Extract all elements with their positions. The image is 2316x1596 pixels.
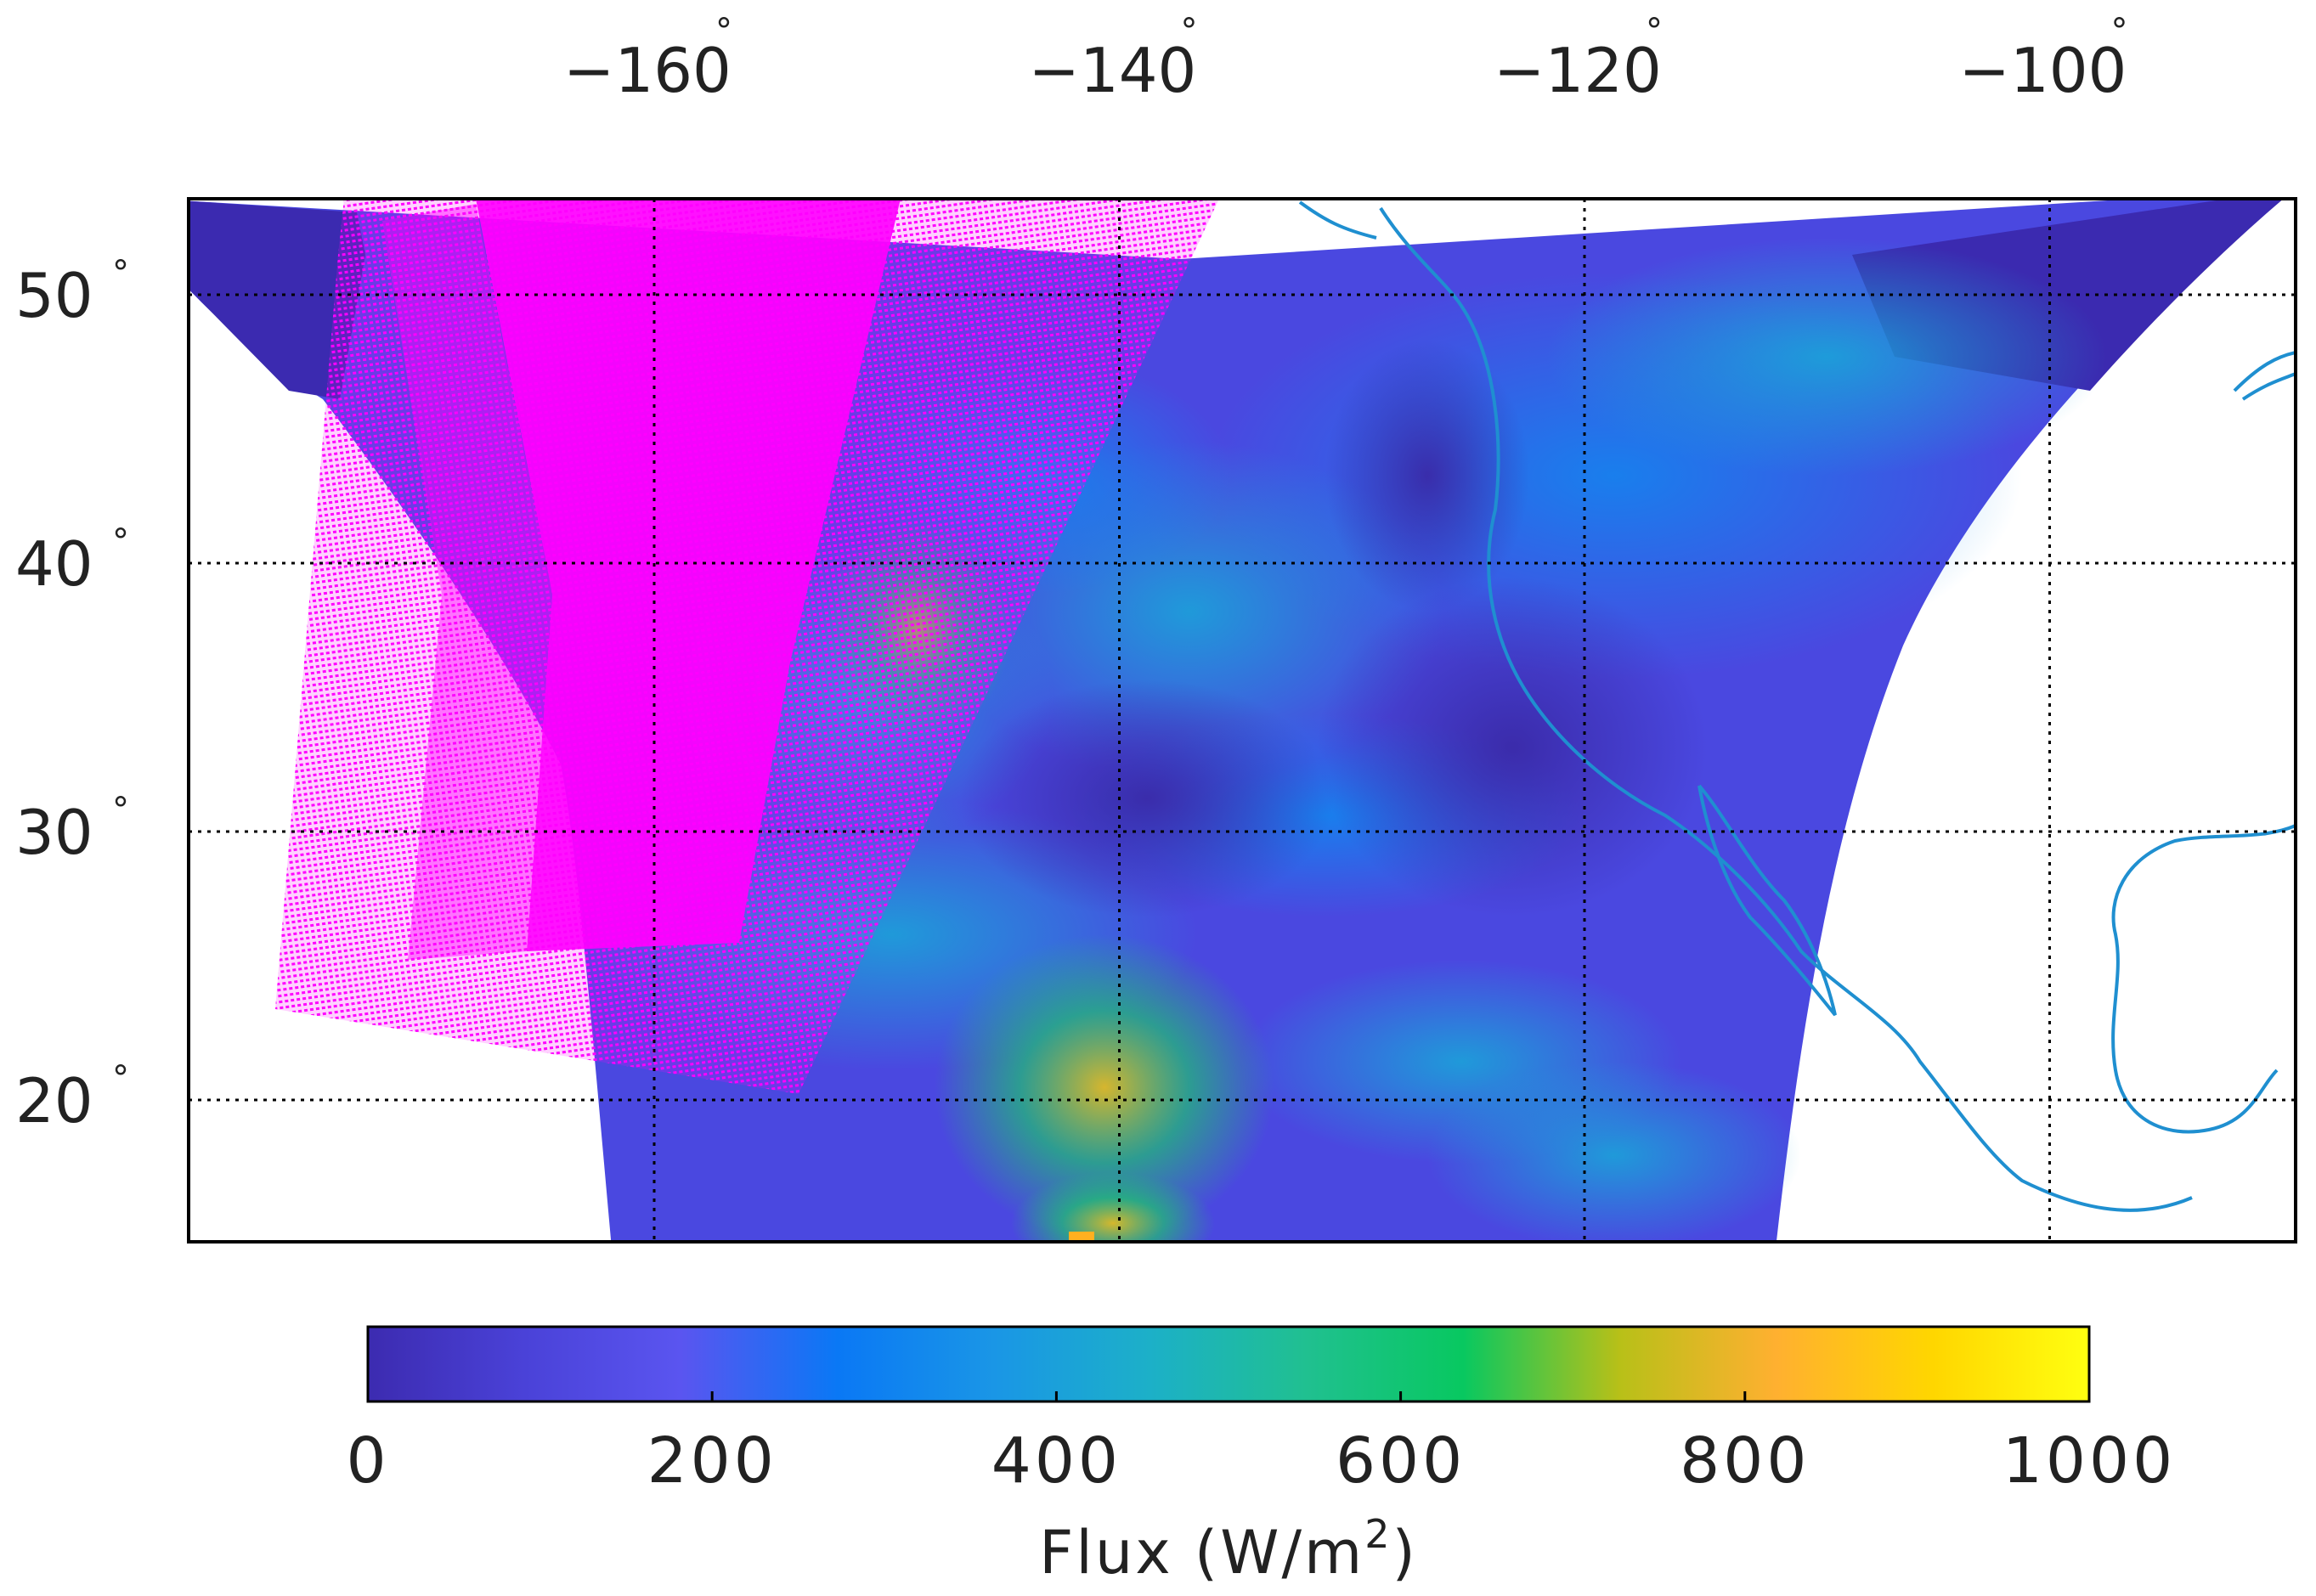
longitude-labels: −160°−140°−120°−100° <box>563 12 2127 106</box>
longitude-tick-label: −160 <box>563 35 732 106</box>
colorbar-tick-label: 400 <box>991 1424 1121 1497</box>
dark-clear-sky <box>1325 340 1529 612</box>
coastlines <box>1298 200 2296 1212</box>
degree-symbol: ° <box>112 254 129 293</box>
degree-symbol: ° <box>112 791 129 830</box>
colorbar-title: Flux (W/m2) <box>1039 1511 1418 1588</box>
latitude-tick-label: 30 <box>15 797 93 868</box>
high-flux-cloud <box>935 934 1274 1240</box>
degree-symbol: ° <box>112 1059 129 1098</box>
graticule <box>189 199 2296 1242</box>
plot-frame <box>187 197 2297 1244</box>
degree-symbol: ° <box>715 12 732 51</box>
swath-overlay-inner <box>382 204 552 960</box>
longitude-tick-label: −140 <box>1029 35 1197 106</box>
cloud-band <box>1427 1062 1801 1242</box>
dark-corner-west <box>189 200 365 399</box>
colorbar-tick-label: 600 <box>1336 1424 1466 1497</box>
coastline-gulf <box>2111 824 2296 1134</box>
degree-symbol: ° <box>1181 12 1198 51</box>
colorbar-ticks: 0 200 400 600 800 1000 <box>346 1391 2176 1497</box>
swath-overlay-core <box>476 199 901 951</box>
colorbar-tick-label: 0 <box>346 1424 389 1497</box>
high-flux-cloud <box>1011 1172 1215 1242</box>
colorbar-tick-label: 1000 <box>2002 1424 2176 1497</box>
dark-clear-sky <box>1317 578 1708 917</box>
latitude-tick-label: 20 <box>15 1065 93 1136</box>
colorbar: 0 200 400 600 800 1000 Flux (W/m2) <box>346 1325 2176 1588</box>
degree-symbol: ° <box>112 522 129 561</box>
colorbar-tick-label: 800 <box>1680 1424 1810 1497</box>
coastline-baja <box>1697 784 1837 1017</box>
cloud-band <box>1546 238 2107 476</box>
degree-symbol: ° <box>1646 12 1663 51</box>
degree-symbol: ° <box>2111 12 2128 51</box>
peak-flux-spot <box>1069 1232 1094 1242</box>
dark-clear-sky <box>960 680 1334 917</box>
latitude-labels: 50 ° 40 ° 30 ° 20 ° <box>15 254 129 1136</box>
longitude-tick-label: −120 <box>1494 35 1662 106</box>
coastline-hudson <box>2233 351 2296 401</box>
latitude-tick-label: 50 <box>15 260 93 331</box>
latitude-tick-label: 40 <box>15 528 93 600</box>
colorbar-gradient <box>366 1325 2091 1403</box>
colorbar-tick-label: 200 <box>647 1424 777 1497</box>
longitude-tick-label: −100 <box>1959 35 2127 106</box>
coastline-west <box>1298 200 2193 1212</box>
